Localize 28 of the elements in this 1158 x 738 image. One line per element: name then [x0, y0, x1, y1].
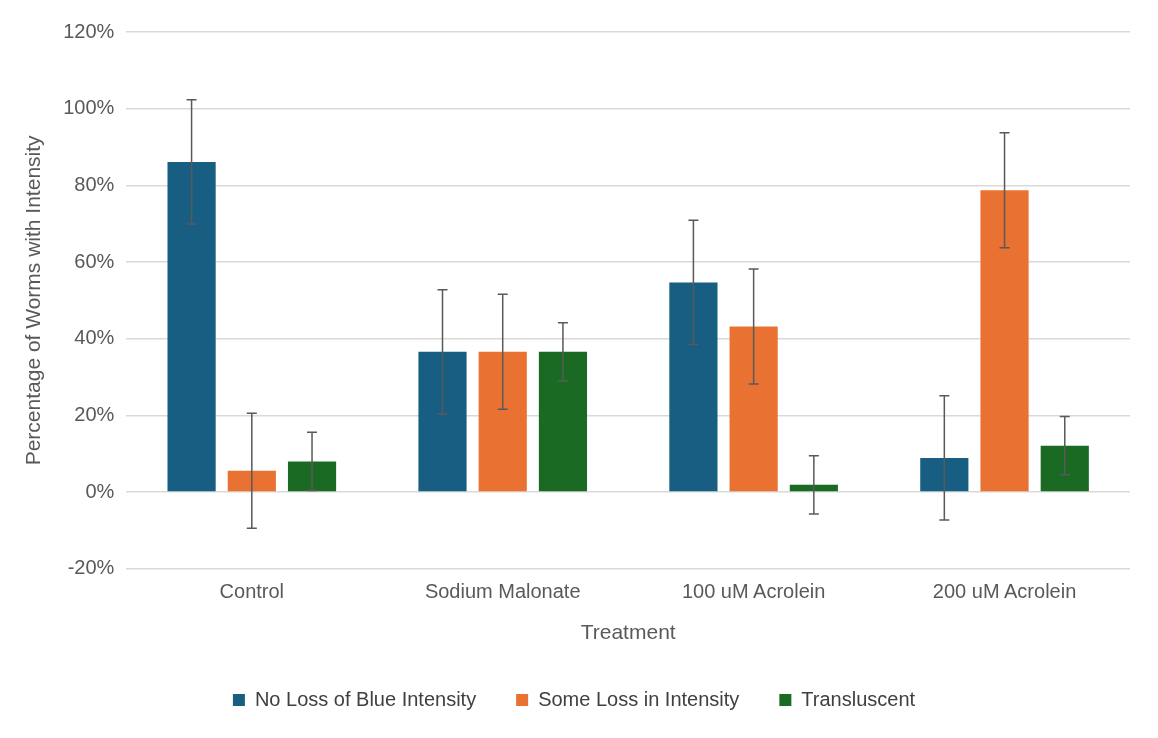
bar [227, 470, 276, 492]
bar [920, 457, 969, 492]
x-tick-label: 200 uM Acrolein [932, 580, 1077, 603]
legend-label: No Loss of Blue Intensity [254, 687, 477, 710]
y-tick-label: 100% [63, 96, 115, 119]
x-tick-label: Control [219, 580, 285, 603]
bar [418, 351, 467, 492]
x-axis-title: Treatment [580, 620, 676, 644]
x-tick-label: Sodium Malonate [424, 580, 581, 603]
bar [980, 190, 1029, 492]
bar [729, 326, 778, 492]
legend-label: Transluscent [801, 687, 916, 710]
y-tick-label: 60% [74, 249, 115, 272]
y-tick-label: 20% [74, 402, 115, 425]
y-tick-label: 0% [85, 479, 115, 502]
y-tick-label: 120% [63, 19, 115, 42]
bar [538, 351, 588, 492]
y-axis-title: Percentage of Worms with Intensity [21, 134, 45, 466]
bar [167, 161, 216, 492]
bar [1040, 445, 1089, 492]
legend-label: Some Loss in Intensity [538, 687, 740, 710]
bar [669, 282, 718, 492]
x-tick-label: 100 uM Acrolein [681, 580, 826, 603]
y-tick-label: 40% [74, 326, 115, 349]
y-tick-label: -20% [67, 556, 115, 579]
y-tick-label: 80% [74, 172, 115, 195]
bar [287, 461, 337, 492]
bar [478, 351, 527, 492]
